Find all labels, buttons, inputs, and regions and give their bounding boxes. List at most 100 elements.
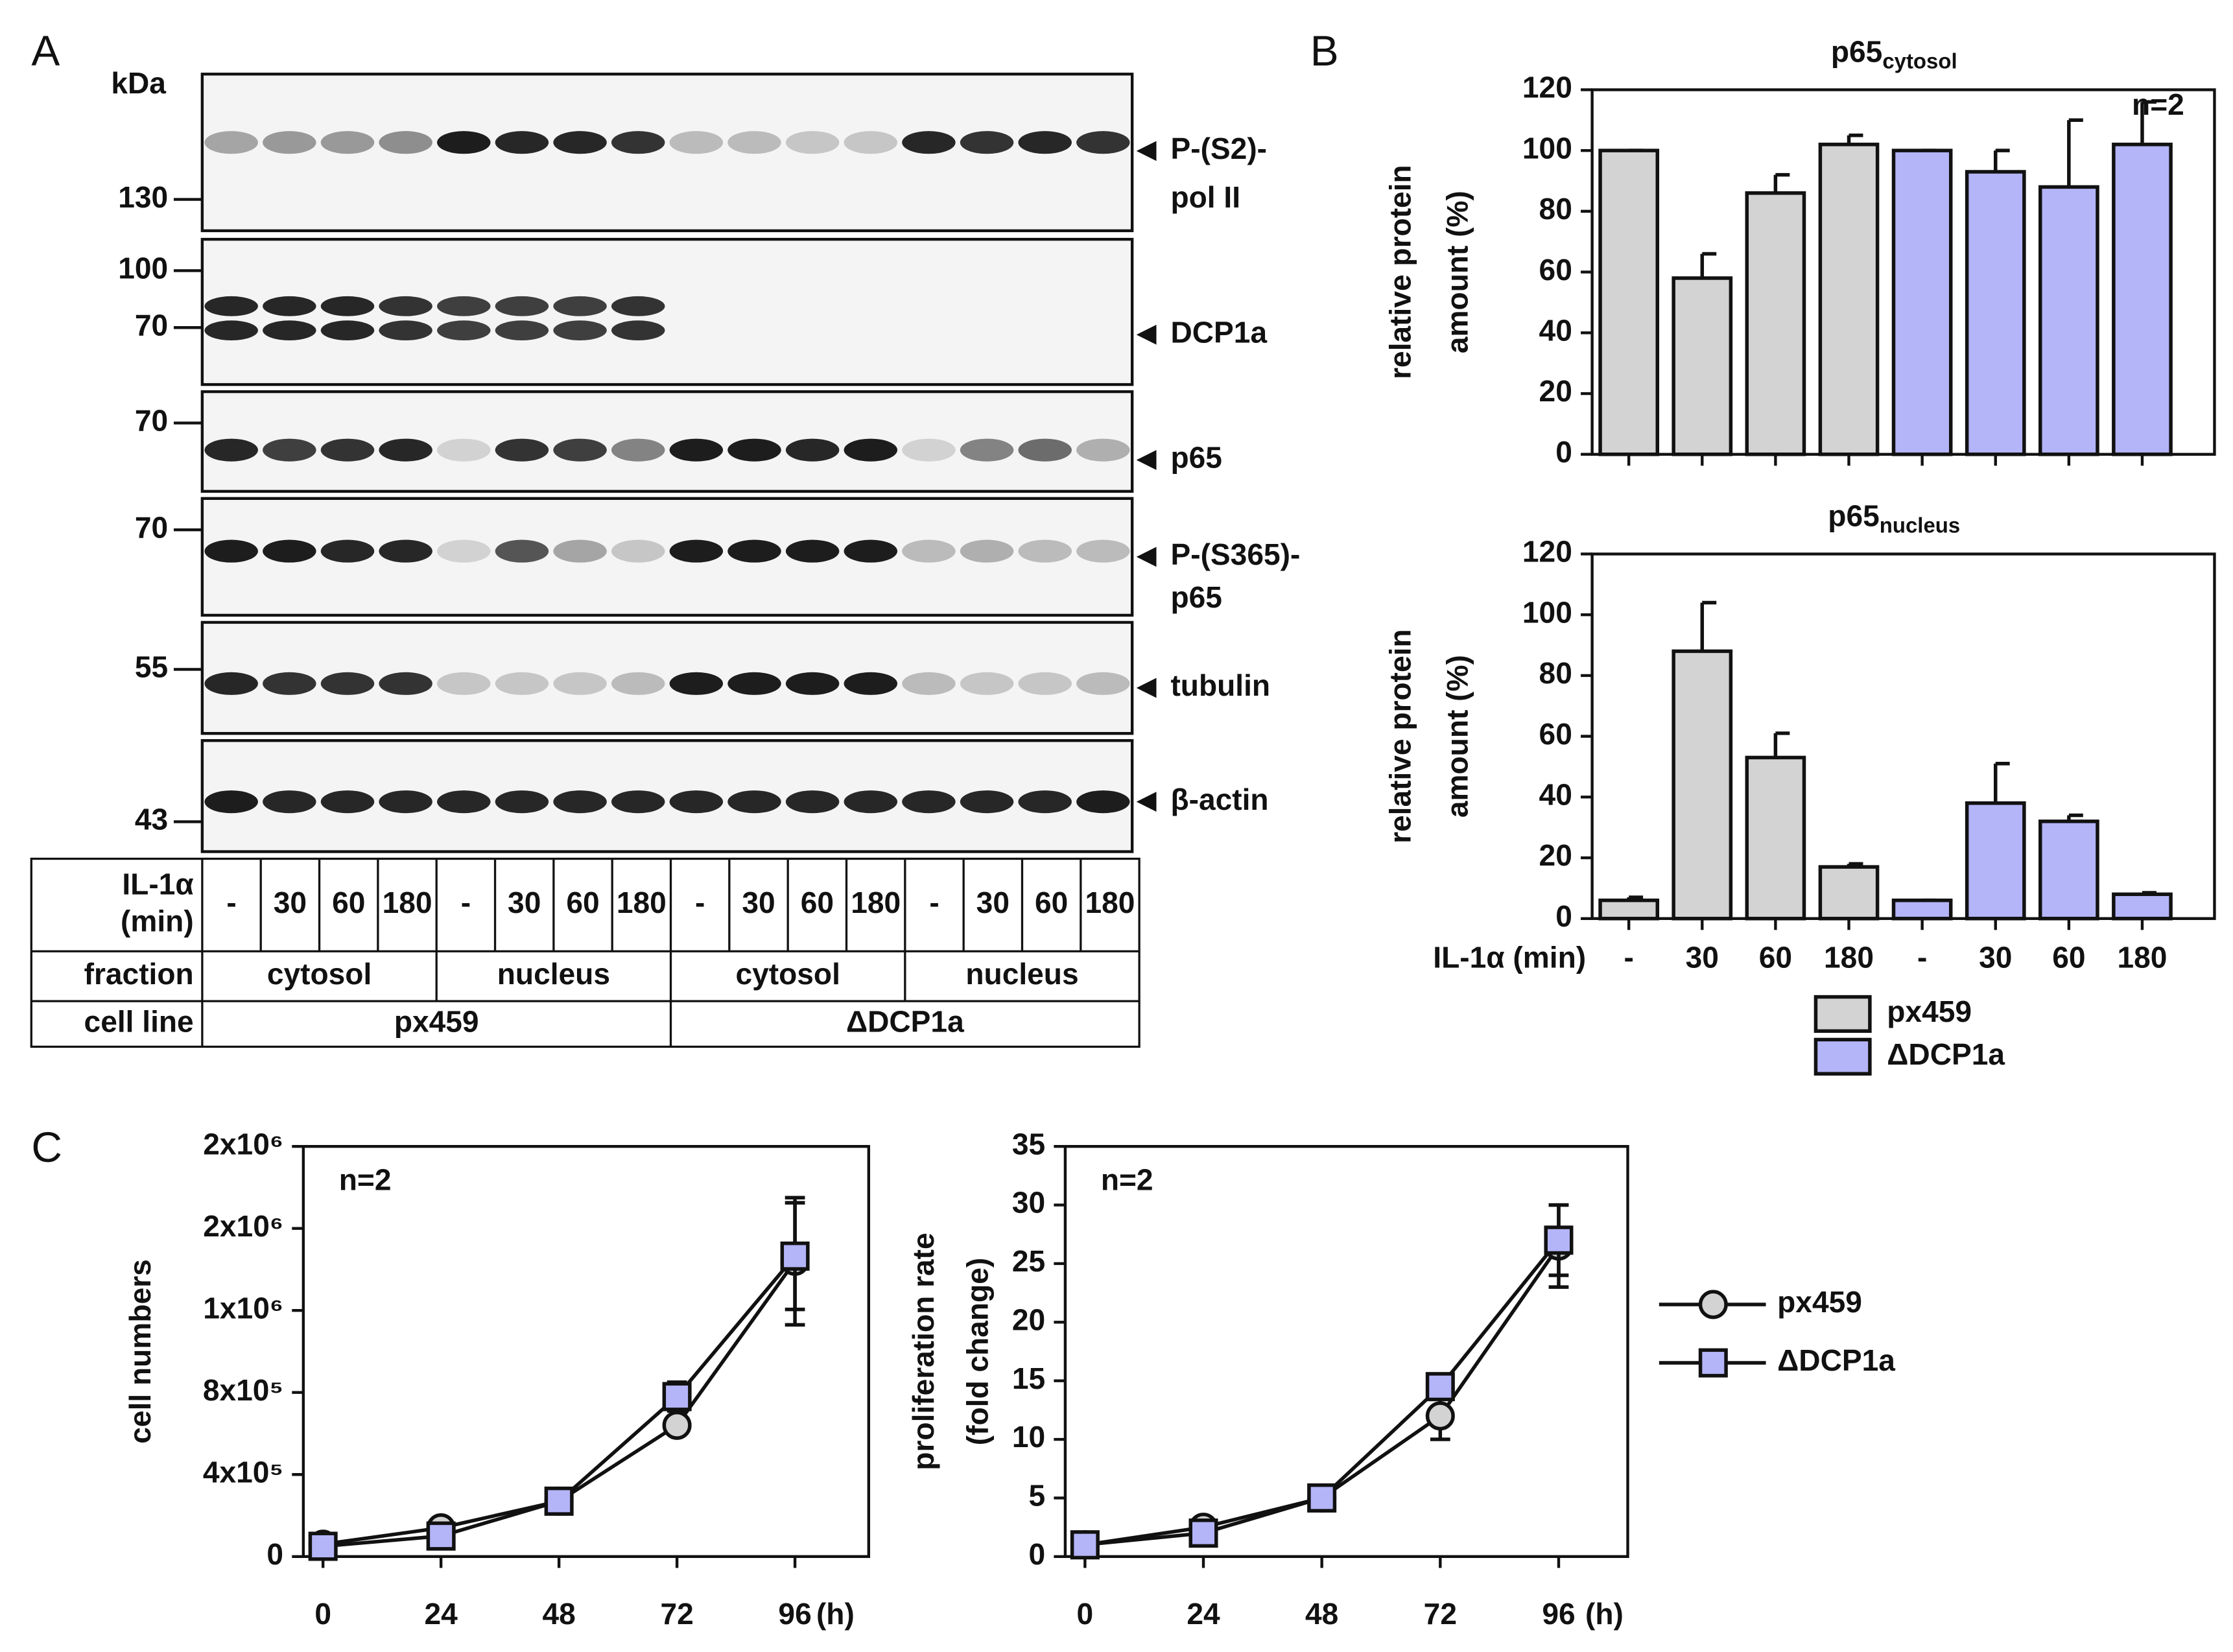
blot-band	[263, 296, 316, 316]
blot-band	[844, 790, 898, 814]
kda-marker: 100	[118, 252, 168, 285]
x-tick-label: 48	[1305, 1597, 1338, 1631]
kda-marker: 70	[135, 308, 168, 342]
protein-label: DCP1a	[1170, 315, 1267, 349]
protein-label: tubulin	[1170, 668, 1270, 702]
bar	[1965, 801, 2026, 921]
arrowhead	[1136, 547, 1157, 567]
chart-title-main: p65	[1828, 499, 1879, 533]
plot-frame	[1063, 1145, 1629, 1558]
annotation: n=2	[2132, 88, 2184, 121]
marker	[1307, 1483, 1337, 1513]
arrowhead	[1136, 450, 1157, 470]
blot-band	[437, 131, 491, 154]
blot-band	[844, 672, 898, 695]
table-border	[30, 857, 1140, 1048]
blot-band	[437, 320, 491, 341]
blot-band	[553, 320, 607, 341]
kda-marker: 130	[118, 180, 168, 214]
table-row-label: (min)	[121, 904, 194, 938]
blot-band	[437, 539, 491, 563]
x-tick-label: 72	[660, 1597, 693, 1631]
table-cell: px459	[394, 1004, 479, 1038]
x-tick-label: 24	[1187, 1597, 1220, 1631]
table-cell: 180	[383, 886, 432, 919]
blot-band	[553, 790, 607, 814]
blot-band	[1018, 438, 1072, 462]
table-cell: 180	[617, 886, 667, 919]
bar	[1891, 148, 1953, 456]
y-tick-label: 0	[266, 1537, 283, 1571]
blot-band	[902, 790, 956, 814]
blot-band	[553, 131, 607, 154]
blot-band	[495, 320, 549, 341]
blot-band	[204, 131, 258, 154]
table-cell: nucleus	[965, 957, 1078, 991]
blot-band	[611, 438, 665, 462]
blot-band	[204, 438, 258, 462]
table-cell: 180	[851, 886, 901, 919]
y-tick-label: 20	[1539, 838, 1572, 872]
blot-band	[844, 438, 898, 462]
y-tick-label: 30	[1012, 1186, 1045, 1220]
blot-band	[495, 131, 549, 154]
bar	[1598, 148, 1660, 456]
blot-band	[669, 790, 724, 814]
blot-band	[611, 320, 665, 341]
blot-band	[379, 296, 432, 316]
y-tick-label: 4x10⁵	[203, 1455, 283, 1489]
marker	[308, 1531, 338, 1561]
blot-band	[1076, 790, 1130, 814]
legend-swatch	[1814, 1037, 1872, 1076]
blot-band	[263, 131, 316, 154]
table-cell: 60	[801, 886, 834, 919]
bar	[1818, 143, 1880, 456]
x-axis-label: (h)	[1585, 1597, 1624, 1631]
blot-band	[1018, 672, 1072, 695]
bar	[1672, 649, 1733, 921]
bar	[1672, 276, 1733, 456]
blot-band	[553, 539, 607, 563]
table-row-label: cell line	[84, 1004, 194, 1038]
blot-band	[785, 131, 840, 154]
protein-label: P-(S2)-	[1170, 132, 1267, 165]
y-tick-label: 0	[1555, 435, 1572, 469]
blot-band	[320, 131, 375, 154]
x-tick-label: -	[1624, 941, 1633, 974]
blot-band	[379, 672, 432, 695]
blot-band	[437, 790, 491, 814]
blot-band	[727, 131, 781, 154]
protein-label: P-(S365)-	[1170, 537, 1300, 571]
blot-band	[902, 438, 956, 462]
arrowhead	[1136, 678, 1157, 698]
y-tick-label: 80	[1539, 656, 1572, 690]
marker	[780, 1241, 810, 1271]
y-tick-label: 10	[1012, 1420, 1045, 1454]
blot-band	[379, 438, 432, 462]
x-tick-label: 96	[1542, 1597, 1575, 1631]
y-axis-label: relative protein	[1384, 165, 1417, 379]
y-tick-label: 15	[1012, 1362, 1045, 1395]
legend-marker	[1698, 1348, 1728, 1378]
blot-band	[263, 320, 316, 341]
panel-label: B	[1310, 27, 1339, 75]
blot-band	[960, 539, 1014, 563]
legend-marker	[1698, 1290, 1728, 1319]
y-tick-label: 20	[1012, 1303, 1045, 1336]
x-tick-label: 0	[1077, 1597, 1094, 1631]
x-tick-label: 72	[1424, 1597, 1457, 1631]
blot-band	[495, 539, 549, 563]
table-cell: cytosol	[267, 957, 372, 991]
y-tick-label: 40	[1539, 778, 1572, 812]
blot-band	[669, 672, 724, 695]
table-cell: cytosol	[735, 957, 840, 991]
table-cell: ΔDCP1a	[846, 1004, 964, 1038]
blot-band	[495, 790, 549, 814]
blot-band	[844, 131, 898, 154]
table-row-label: IL-1α	[122, 867, 193, 901]
blot-band	[263, 672, 316, 695]
x-axis-label: IL-1α (min)	[1433, 941, 1586, 974]
blot-band	[1018, 539, 1072, 563]
marker	[1425, 1372, 1455, 1402]
blot-band	[785, 790, 840, 814]
